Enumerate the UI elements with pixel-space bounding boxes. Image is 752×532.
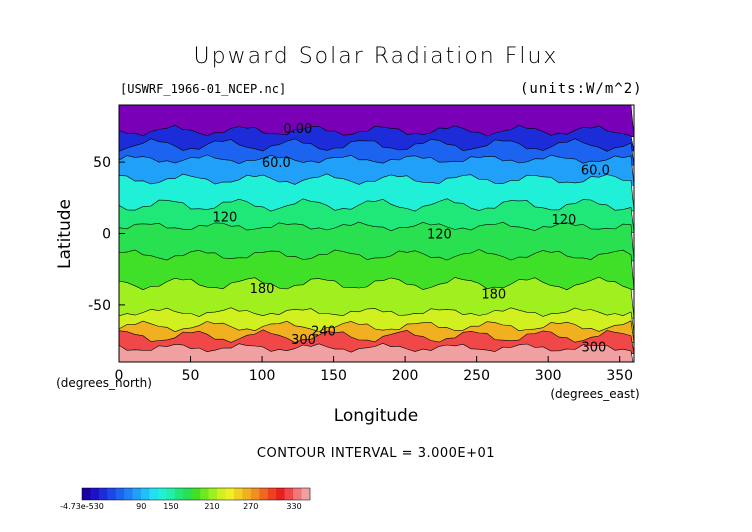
colorbar-swatch (293, 488, 302, 500)
colorbar-swatch (149, 488, 159, 500)
x-tick-label: 350 (606, 368, 633, 384)
colorbar-swatch (90, 488, 100, 500)
contour-label: 60.0 (581, 163, 610, 178)
contour-label: 180 (481, 287, 506, 302)
x-tick-label: 200 (392, 368, 419, 384)
contour-interval-label: CONTOUR INTERVAL = 3.000E+01 (256, 446, 496, 461)
colorbar-swatch (141, 488, 150, 500)
colorbar-swatch (191, 488, 201, 500)
colorbar-swatch (200, 488, 209, 500)
source-file-label: [USWRF_1966-01_NCEP.nc] (120, 82, 287, 96)
contour-label: 300 (582, 340, 607, 355)
colorbar-label: 210 (204, 502, 219, 511)
colorbar-swatch (276, 488, 285, 500)
x-axis-label: Longitude (334, 406, 419, 426)
colorbar-swatch (174, 488, 184, 500)
y-axis: 50 0 -50 (88, 155, 125, 314)
colorbar-swatch (242, 488, 252, 500)
contour-label: 120 (427, 228, 452, 243)
colorbar-label: 150 (163, 502, 178, 511)
colorbar: -4.73e-530 90 150 210 270 330 (60, 487, 311, 511)
x-tick-label: 100 (249, 368, 276, 384)
colorbar-swatch (124, 488, 133, 500)
contour-label: 120 (551, 213, 576, 228)
y-tick-label: -50 (88, 298, 111, 314)
contour-label: 0.00 (283, 122, 312, 137)
colorbar-label: 330 (286, 502, 301, 511)
colorbar-label: 270 (243, 502, 258, 511)
plot-area (119, 105, 634, 362)
colorbar-label: 90 (136, 502, 146, 511)
contour-label: 120 (212, 210, 237, 225)
x-tick-label: 50 (182, 368, 200, 384)
colorbar-swatch (132, 488, 142, 500)
colorbar-swatch (284, 488, 294, 500)
contour-label: 60.0 (262, 156, 291, 171)
colorbar-swatch (225, 488, 235, 500)
colorbar-frame (81, 487, 311, 501)
colorbar-swatch (301, 488, 311, 500)
x-tick-label: 250 (463, 368, 490, 384)
contour-label: 300 (291, 333, 316, 348)
x-tick-label: 300 (535, 368, 562, 384)
colorbar-swatch (82, 488, 91, 500)
colorbar-swatch (166, 488, 176, 500)
chart-title: Upward Solar Radiation Flux (193, 44, 559, 69)
colorbar-swatch (234, 488, 243, 500)
colorbar-swatch (250, 488, 260, 500)
zonal-band (119, 342, 634, 362)
colorbar-swatch (259, 488, 269, 500)
y-tick-label: 0 (102, 227, 111, 243)
colorbar-swatch (158, 488, 167, 500)
zonal-band (119, 138, 634, 166)
colorbar-swatch (217, 488, 226, 500)
y-tick-label: 50 (93, 155, 111, 171)
x-unit-label: (degrees_east) (550, 387, 639, 401)
x-axis: 0 50 100 150 200 250 300 350 (115, 356, 633, 384)
zonal-band (119, 221, 634, 262)
colorbar-swatch (267, 488, 277, 500)
colorbar-swatch (98, 488, 108, 500)
colorbar-swatch (183, 488, 193, 500)
x-tick-label: 150 (320, 368, 347, 384)
y-unit-label: (degrees_north) (56, 376, 152, 390)
zonal-band (119, 276, 634, 319)
contour-label: 180 (250, 282, 275, 297)
colorbar-label: -4.73e-530 (60, 502, 104, 511)
colorbar-swatch (208, 488, 218, 500)
colorbar-swatch (115, 488, 125, 500)
units-label: (units:W/m^2) (520, 81, 643, 97)
x-tick-label: 0 (115, 368, 124, 384)
y-axis-label: Latitude (55, 199, 75, 269)
colorbar-swatch (107, 488, 117, 500)
contour-label: 240 (311, 325, 336, 340)
